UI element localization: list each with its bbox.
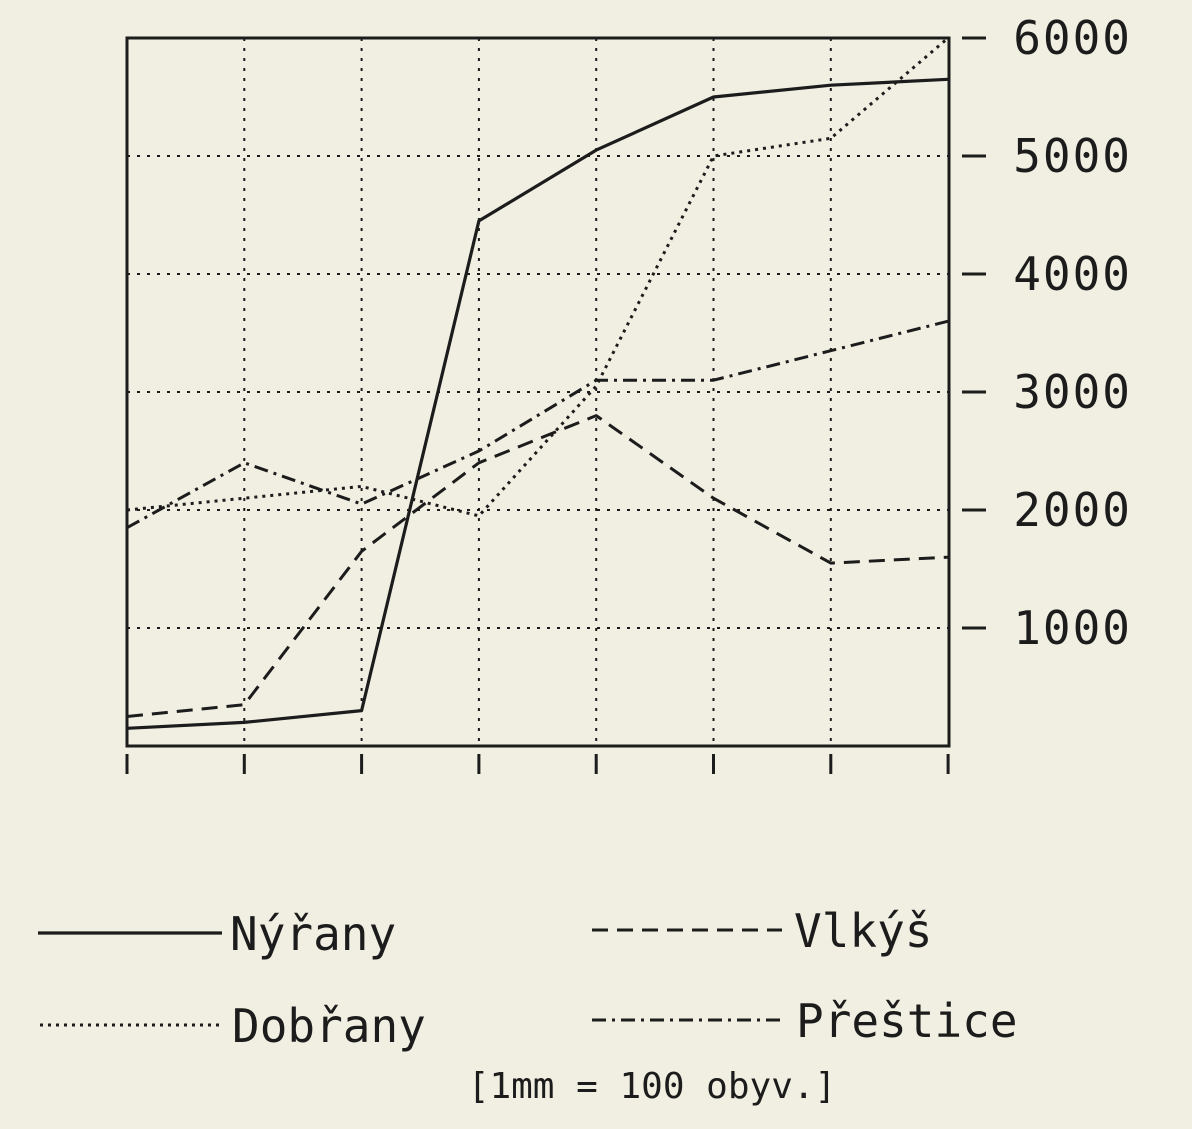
y-tick-label: 1000 xyxy=(1013,601,1132,655)
scale-note: [1mm = 100 obyv.] xyxy=(468,1066,836,1107)
legend: Nýřany Vlkýš Dobřany Přeštice xyxy=(38,904,1018,1053)
axis-ticks: 1000 2000 3000 4000 5000 6000 xyxy=(125,11,1132,774)
y-tick-label: 2000 xyxy=(1013,483,1132,537)
series-line-solid xyxy=(126,77,949,730)
y-tick-label: 6000 xyxy=(1013,11,1132,65)
series-line-dashed xyxy=(126,414,949,718)
legend-label: Dobřany xyxy=(232,999,426,1053)
y-tick-label: 4000 xyxy=(1013,247,1132,301)
y-tick-label: 3000 xyxy=(1013,365,1132,419)
series-lines xyxy=(126,36,950,730)
grid xyxy=(127,37,949,746)
series-line-dotted xyxy=(126,36,950,518)
y-tick-label: 5000 xyxy=(1013,129,1132,183)
legend-label: Přeštice xyxy=(796,994,1018,1048)
legend-label: Nýřany xyxy=(230,907,396,961)
plot-frame xyxy=(125,36,951,748)
legend-label: Vlkýš xyxy=(794,904,932,958)
series-line-dashdot xyxy=(126,319,949,530)
